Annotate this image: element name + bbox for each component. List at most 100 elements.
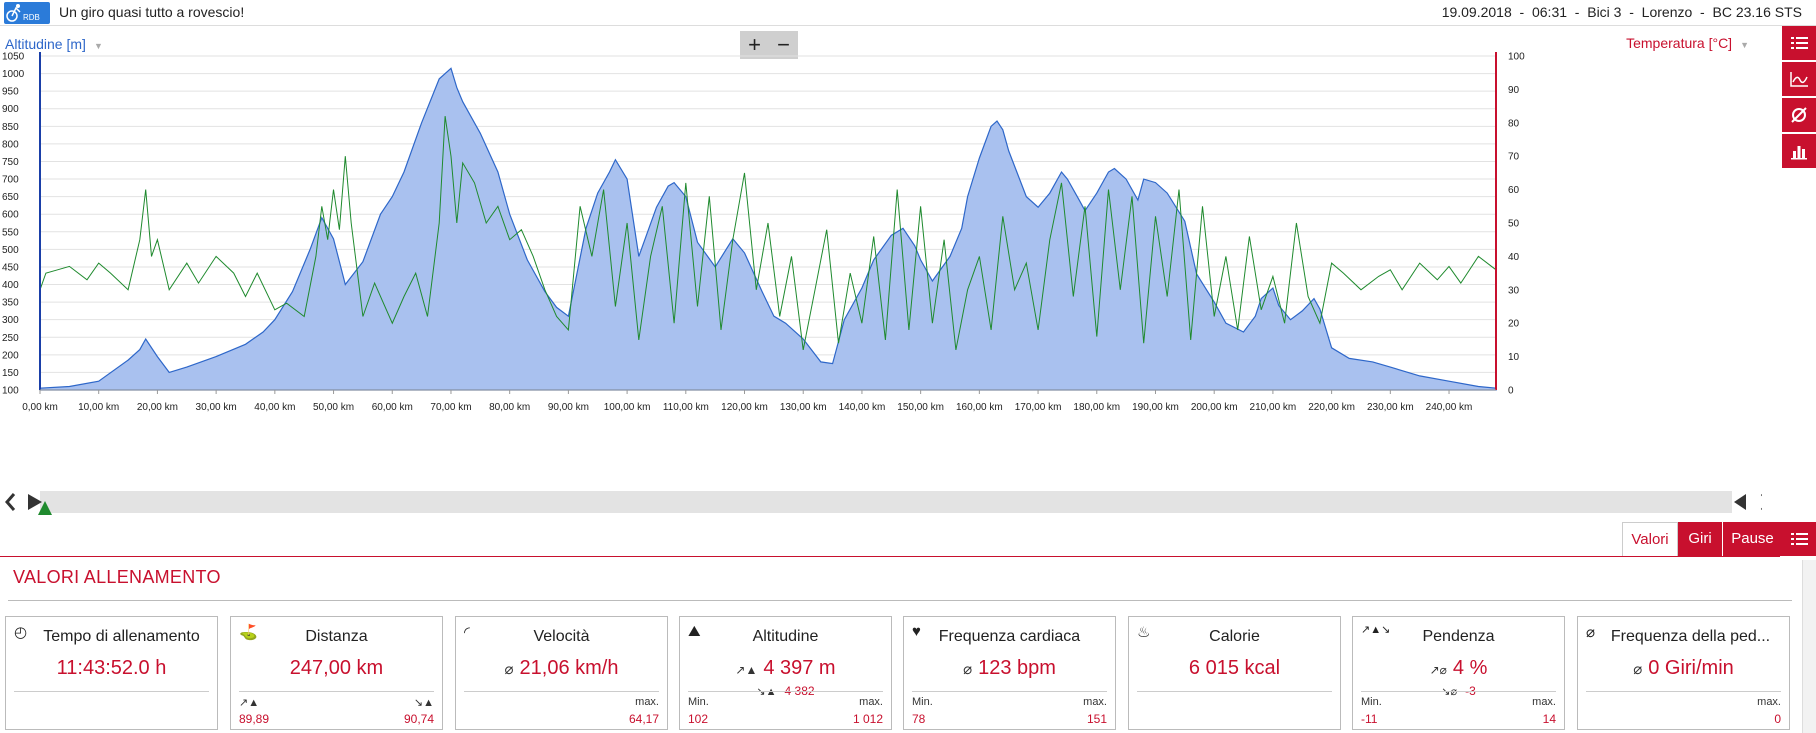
list-icon [1791, 37, 1808, 49]
y2-tick-label: 50 [1508, 219, 1520, 230]
downhill-icon: ↘▲ [756, 686, 777, 698]
card-max-value: 14 [1542, 712, 1556, 726]
line-chart-button[interactable] [1782, 62, 1816, 96]
tab-pause[interactable]: Pause [1722, 522, 1782, 556]
x-tick-label: 180,00 km [1073, 402, 1120, 413]
x-tick-label: 80,00 km [489, 402, 530, 413]
card-value: ↗▲ 4 397 m [735, 657, 836, 679]
zoom-out-button[interactable]: − [769, 31, 798, 59]
card-divider [1361, 691, 1556, 692]
section-title: VALORI ALLENAMENTO [13, 567, 221, 587]
x-tick-label: 60,00 km [372, 402, 413, 413]
card-max-label: max. [859, 696, 883, 708]
y-tick-label: 1000 [2, 69, 25, 80]
left-axis-ticks: 100 150 200 250 300 350 400 450 500 550 600 650 700 7… [2, 52, 25, 397]
x-tick-label: 140,00 km [839, 402, 886, 413]
right-axis-ticks: 0 10 20 30 40 50 60 70 80 90 100 [1508, 52, 1525, 397]
speedometer-icon: ◜ [464, 624, 470, 641]
range-start-handle [28, 494, 42, 510]
y-tick-label: 650 [2, 192, 19, 203]
uphill-icon: ↗▲ [239, 697, 260, 709]
workout-title: Un giro quasi tutto a rovescio! [59, 4, 245, 20]
y-tick-label: 1050 [2, 52, 25, 63]
card-label: Velocità [533, 628, 590, 645]
card-min-value: 78 [912, 712, 926, 726]
y-tick-label: 600 [2, 210, 19, 221]
y-tick-label: 350 [2, 298, 19, 309]
x-tick-label: 160,00 km [956, 402, 1003, 413]
tab-giri[interactable]: Giri [1678, 522, 1722, 556]
card-label: Altitudine [752, 628, 819, 645]
average-icon [1791, 107, 1807, 123]
right-axis-selector[interactable]: Temperatura [°C] ▼ [1626, 35, 1749, 51]
scroll-track [40, 491, 1732, 513]
card-value: 247,00 km [289, 657, 384, 679]
average-icon: ⌀ [963, 661, 973, 678]
average-button[interactable] [1782, 98, 1816, 132]
downhill-average-icon: ↘⌀ [1441, 686, 1458, 698]
card-min-value: -11 [1361, 712, 1378, 726]
card-uphill-value: 89,89 [239, 712, 270, 726]
card-divider [1586, 691, 1781, 692]
card-altitude: ⛰ Altitudine ↗▲ 4 397 m ↘▲ 4 382 Min. max.… [679, 616, 892, 730]
card-min-label: Min. [912, 696, 933, 708]
y-tick-label: 850 [2, 122, 19, 133]
list-view-button[interactable] [1782, 26, 1816, 60]
x-tick-label: 170,00 km [1015, 402, 1062, 413]
card-heart-rate: ♥ Frequenza cardiaca ⌀ 123 bpm Min. max. … [903, 616, 1116, 730]
card-divider [688, 691, 883, 692]
flame-icon: ♨ [1137, 624, 1151, 641]
signpost-icon: ⛳ [239, 624, 258, 641]
left-axis-selector[interactable]: Altitudine [m] ▼ [5, 36, 103, 52]
card-max-label: max. [1083, 696, 1107, 708]
card-value: ⌀ 0 Giri/min [1633, 657, 1734, 679]
x-tick-label: 110,00 km [663, 402, 709, 413]
workout-info: 19.09.2018 - 06:31 - Bici 3 - Lorenzo - … [1441, 4, 1802, 20]
y-tick-label: 950 [2, 87, 19, 98]
zoom-in-button[interactable]: + [740, 31, 769, 59]
x-axis-ticks: 0,00 km 10,00 km 20,00 km 30,00 km 40,00 km 5… [22, 390, 1472, 413]
tab-list-menu[interactable] [1782, 522, 1816, 556]
x-tick-label: 20,00 km [137, 402, 178, 413]
uphill-icon: ↗▲ [735, 663, 758, 677]
x-tick-label: 10,00 km [78, 402, 119, 413]
tabs-divider [0, 556, 1780, 557]
x-tick-label: 90,00 km [548, 402, 589, 413]
card-cadence: ⌀ Frequenza della ped... ⌀ 0 Giri/min max… [1577, 616, 1790, 730]
card-label: Frequenza cardiaca [938, 628, 1081, 645]
card-label: Tempo di allenamento [43, 628, 200, 645]
card-label: Frequenza della ped... [1610, 628, 1771, 645]
heart-icon: ♥ [912, 623, 921, 640]
y2-tick-label: 0 [1508, 386, 1514, 397]
y2-tick-label: 80 [1508, 118, 1520, 129]
card-distance: ⛳ Distanza 247,00 km ↗▲ ↘▲ 89,89 90,74 [230, 616, 443, 730]
tab-valori[interactable]: Valori [1622, 522, 1678, 556]
average-icon: ⌀ [504, 661, 514, 678]
card-min-value: 102 [688, 712, 709, 726]
range-scrollbar[interactable] [0, 487, 1762, 517]
bar-chart-button[interactable] [1782, 134, 1816, 168]
card-max-value: 151 [1086, 712, 1107, 726]
card-label: Distanza [305, 628, 368, 645]
cadence-icon: ⌀ [1586, 624, 1596, 641]
altitude-area-path [39, 67, 1497, 391]
y2-tick-label: 10 [1508, 352, 1520, 363]
card-label: Pendenza [1422, 628, 1495, 645]
x-tick-label: 190,00 km [1132, 402, 1179, 413]
right-axis-label: Temperatura [°C] [1626, 35, 1733, 51]
y-tick-label: 450 [2, 262, 19, 273]
line-chart-icon [1790, 72, 1808, 87]
y-tick-label: 900 [2, 104, 19, 115]
dropdown-arrow-icon: ▼ [1740, 40, 1749, 50]
card-min-label: Min. [1361, 696, 1382, 708]
card-divider [14, 691, 209, 692]
x-tick-label: 240,00 km [1426, 402, 1473, 413]
x-tick-label: 120,00 km [721, 402, 768, 413]
card-divider [464, 691, 659, 692]
x-tick-label: 210,00 km [1250, 402, 1297, 413]
y-tick-label: 200 [2, 350, 19, 361]
y-tick-label: 500 [2, 245, 19, 256]
altitude-temperature-chart[interactable]: 1001502002503003504004505005506006507007… [0, 52, 1760, 482]
card-label: Calorie [1209, 628, 1260, 645]
vertical-scrollbar[interactable] [1802, 560, 1816, 733]
